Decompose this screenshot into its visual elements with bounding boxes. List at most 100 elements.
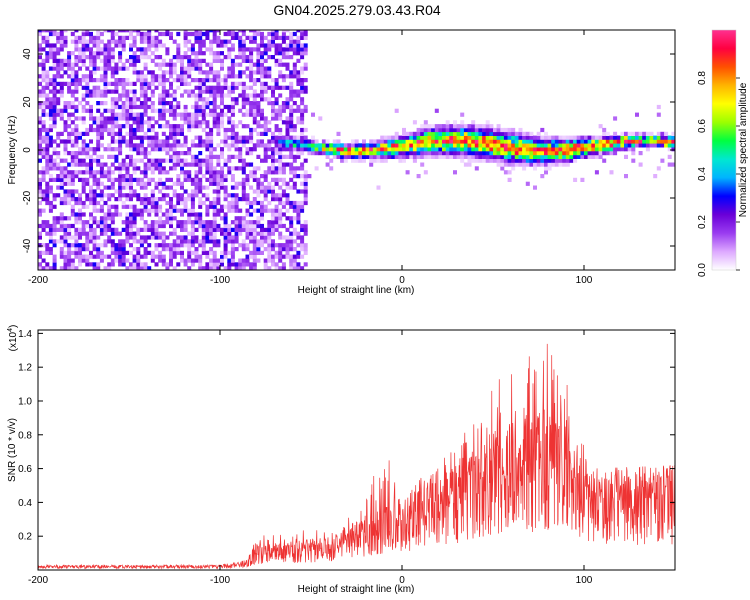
heatmap-cell [45, 85, 50, 90]
heatmap-cell [194, 101, 199, 106]
heatmap-cell [227, 74, 232, 79]
heatmap-cell [252, 89, 257, 94]
heatmap-cell [274, 139, 279, 144]
heatmap-cell [205, 154, 210, 159]
heatmap-cell [387, 147, 392, 152]
heatmap-cell [423, 131, 428, 136]
heatmap-cell [347, 147, 352, 152]
heatmap-cell [318, 143, 323, 148]
heatmap-cell [169, 131, 173, 136]
heatmap-cell [99, 135, 104, 140]
heatmap-cell [205, 101, 210, 106]
heatmap-cell [285, 200, 290, 206]
heatmap-cell [252, 62, 257, 67]
heatmap-cell [78, 247, 82, 252]
heatmap-cell [223, 158, 228, 163]
heatmap-cell [74, 62, 79, 67]
heatmap-cell [38, 170, 42, 175]
heatmap-cell [285, 185, 290, 190]
heatmap-cell [602, 127, 607, 133]
heatmap-cell [267, 223, 272, 229]
heatmap-cell [150, 74, 155, 79]
heatmap-cell [576, 151, 581, 156]
heatmap-cell [249, 66, 254, 71]
heatmap-cell [496, 151, 501, 156]
heatmap-cell [63, 43, 68, 48]
heatmap-cell [59, 58, 64, 63]
heatmap-cell [129, 131, 133, 136]
heatmap-cell [445, 124, 450, 129]
heatmap-cell [234, 193, 239, 198]
heatmap-cell [482, 158, 487, 163]
heatmap-cell [260, 51, 264, 56]
x-tick-label: -100 [210, 275, 230, 286]
heatmap-cell [150, 51, 155, 56]
heatmap-cell [198, 47, 203, 52]
heatmap-cell [209, 247, 214, 252]
heatmap-cell [263, 239, 268, 244]
heatmap-cell [118, 35, 123, 40]
heatmap-cell [554, 147, 559, 152]
heatmap-cell [139, 89, 144, 94]
heatmap-cell [412, 135, 417, 140]
heatmap-cell [56, 35, 61, 40]
heatmap-cell [296, 39, 301, 44]
heatmap-cell [220, 262, 224, 267]
heatmap-cell [300, 181, 305, 186]
heatmap-cell [99, 193, 104, 198]
heatmap-cell [278, 47, 283, 52]
heatmap-cell [121, 220, 126, 225]
heatmap-cell [78, 131, 82, 136]
heatmap-cell [67, 135, 72, 140]
heatmap-cell [296, 58, 301, 63]
heatmap-cell [205, 139, 210, 144]
heatmap-cell [169, 147, 173, 152]
heatmap-cell [256, 154, 261, 159]
heatmap-cell [118, 124, 123, 129]
heatmap-cell [245, 235, 250, 240]
heatmap-cell [489, 131, 494, 136]
heatmap-cell [241, 30, 246, 33]
heatmap-cell [56, 89, 61, 94]
heatmap-cell [190, 227, 195, 232]
heatmap-cell [671, 139, 675, 144]
heatmap-cell [132, 223, 137, 229]
heatmap-cell [190, 154, 195, 159]
heatmap-cell [63, 250, 68, 255]
heatmap-cell [143, 31, 148, 37]
heatmap-cell [365, 143, 370, 148]
heatmap-cell [594, 143, 599, 148]
heatmap-cell [183, 78, 188, 83]
heatmap-cell [209, 93, 214, 98]
heatmap-cell [635, 112, 639, 117]
heatmap-cell [92, 247, 97, 252]
heatmap-cell [143, 181, 148, 186]
heatmap-cell [234, 143, 239, 148]
heatmap-cell [92, 193, 97, 198]
heatmap-cell [67, 174, 72, 179]
heatmap-cell [656, 112, 661, 117]
heatmap-cell [59, 81, 64, 86]
heatmap-cell [576, 139, 581, 144]
heatmap-cell [89, 162, 93, 167]
heatmap-cell [92, 231, 97, 236]
heatmap-cell [143, 108, 148, 113]
heatmap-cell [176, 262, 181, 267]
heatmap-cell [45, 200, 50, 206]
heatmap-cell [511, 127, 516, 133]
heatmap-cell [212, 250, 217, 255]
heatmap-cell [154, 200, 159, 206]
heatmap-cell [96, 266, 101, 270]
heatmap-cell [551, 154, 556, 159]
heatmap-cell [158, 124, 163, 129]
heatmap-cell [281, 74, 286, 79]
heatmap-cell [187, 177, 192, 182]
heatmap-cell [285, 62, 290, 67]
heatmap-cell [493, 131, 497, 136]
heatmap-cell [67, 181, 72, 186]
heatmap-cell [132, 216, 137, 221]
y-tick-label: 1.0 [18, 396, 32, 407]
heatmap-cell [154, 158, 159, 163]
heatmap-cell [391, 139, 396, 144]
heatmap-cell [500, 166, 505, 171]
